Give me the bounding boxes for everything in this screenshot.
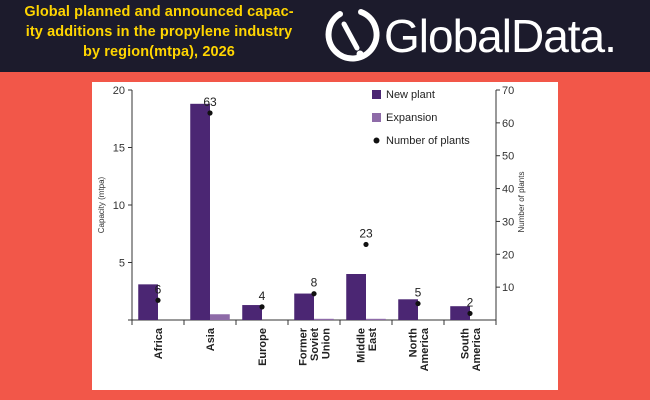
right-y-tick-label: 70 <box>502 85 514 97</box>
left-y-tick-label: 15 <box>113 143 125 155</box>
x-category-label: NorthAmerica <box>407 327 431 371</box>
chart-title-line: ity additions in the propylene industry <box>25 24 293 40</box>
x-category-label-line: Former <box>298 327 310 366</box>
plant-count-point <box>363 241 369 248</box>
right-y-tick-label: 10 <box>502 282 514 294</box>
plant-count-label: 4 <box>259 289 266 303</box>
bar-new-plant <box>242 305 262 320</box>
right-y-tick-label: 40 <box>502 184 514 196</box>
x-category-label-line: East <box>367 328 379 352</box>
x-category-label-line: Europe <box>257 328 269 366</box>
chart-title: Global planned and announced capac- ity … <box>0 2 318 62</box>
legend-plants-marker <box>373 137 380 144</box>
x-category-label-line: America <box>471 327 483 371</box>
legend-plants-label: Number of plants <box>386 135 470 147</box>
left-y-tick-label: 10 <box>113 200 125 212</box>
plant-count-point <box>259 304 265 310</box>
bar-new-plant <box>346 274 366 320</box>
chart-title-line: Global planned and announced capac- <box>24 4 294 20</box>
bar-new-plant <box>190 103 210 320</box>
x-category-label-line: Union <box>321 328 333 359</box>
bar-new-plant <box>294 293 314 320</box>
plant-count-point <box>155 297 161 303</box>
plant-count-point <box>207 110 213 116</box>
chart-svg: 5 10 15 20 10 20 30 40 50 60 70 Capacity (mtpa) Numb… <box>97 85 526 371</box>
chart-title-line: by region(mtpa), 2026 <box>83 44 235 60</box>
x-category-label-line: America <box>419 327 431 371</box>
right-y-tick-label: 30 <box>502 216 514 228</box>
header-banner: Global planned and announced capac- ity … <box>0 0 650 72</box>
plant-count-point <box>311 291 317 297</box>
x-category-label-line: Africa <box>153 327 165 359</box>
legend-new-plant-swatch <box>372 90 381 99</box>
globaldata-logo-text: GlobalData. <box>384 10 617 62</box>
right-axis-title: Number of plants <box>517 172 526 233</box>
x-category-label-line: Asia <box>205 327 217 351</box>
left-y-tick-label: 20 <box>113 85 125 97</box>
bar-new-plant <box>450 306 470 320</box>
plant-count-label: 23 <box>359 226 373 240</box>
bar-new-plant <box>398 299 418 320</box>
bar-expansion <box>314 318 334 320</box>
right-y-tick-label: 60 <box>502 118 514 130</box>
legend-expansion-swatch <box>372 113 381 122</box>
right-y-tick-label: 50 <box>502 151 514 163</box>
legend-expansion-label: Expansion <box>386 112 437 124</box>
x-category-label-line: North <box>407 328 419 358</box>
chart-panel: 5 10 15 20 10 20 30 40 50 60 70 Capacity (mtpa) Numb… <box>92 82 558 390</box>
bar-expansion <box>366 318 386 320</box>
right-y-tick-label: 20 <box>502 249 514 261</box>
x-category-label-line: Soviet <box>309 328 321 361</box>
bar-expansion <box>210 314 230 320</box>
x-category-label: MiddleEast <box>355 328 379 363</box>
plant-count-point <box>467 310 473 317</box>
x-category-label: Asia <box>205 327 217 351</box>
x-category-label-line: South <box>459 328 471 359</box>
left-y-tick-label: 5 <box>119 258 125 270</box>
plant-count-label: 5 <box>415 286 422 300</box>
x-category-label-line: Middle <box>355 328 367 363</box>
left-axis-title: Capacity (mtpa) <box>97 176 106 233</box>
x-category-label: Africa <box>153 327 165 359</box>
x-category-label: SouthAmerica <box>459 327 483 371</box>
x-category-label: FormerSovietUnion <box>298 327 333 366</box>
plant-count-label: 2 <box>467 295 474 309</box>
globaldata-logo-icon <box>325 9 380 62</box>
legend-new-plant-label: New plant <box>386 89 435 101</box>
plant-count-point <box>415 300 421 307</box>
x-category-label: Europe <box>257 328 269 366</box>
plant-count-label: 63 <box>203 95 217 109</box>
plant-count-label: 6 <box>155 282 162 296</box>
plant-count-label: 8 <box>311 276 318 290</box>
bar-new-plant <box>138 284 158 320</box>
